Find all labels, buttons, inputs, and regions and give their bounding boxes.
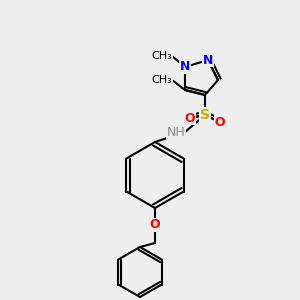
Text: O: O (185, 112, 195, 124)
Text: N: N (180, 61, 190, 74)
Text: CH₃: CH₃ (151, 75, 172, 85)
Text: S: S (200, 108, 210, 122)
Text: CH₃: CH₃ (151, 51, 172, 61)
Text: NH: NH (166, 125, 185, 139)
Text: O: O (150, 218, 160, 232)
Text: O: O (215, 116, 225, 128)
Text: N: N (203, 53, 213, 67)
